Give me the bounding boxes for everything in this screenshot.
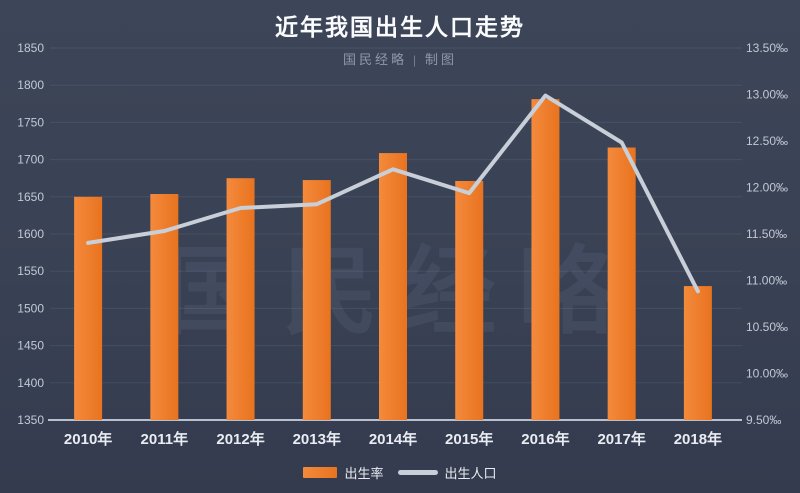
x-label-2014年: 2014年 bbox=[369, 430, 417, 448]
left-axis-tick-label: 1750 bbox=[17, 115, 44, 129]
x-label-2010年: 2010年 bbox=[64, 430, 112, 448]
right-axis-tick-label: 12.00‰ bbox=[746, 181, 788, 195]
right-axis-tick-label: 11.00‰ bbox=[746, 274, 787, 288]
bar-2012年 bbox=[226, 178, 255, 420]
right-axis-tick-label: 11.50‰ bbox=[746, 227, 787, 241]
right-axis-tick-label: 9.50‰ bbox=[746, 413, 781, 427]
bar-2018年 bbox=[683, 286, 712, 420]
x-label-2015年: 2015年 bbox=[445, 430, 493, 448]
x-label-2017年: 2017年 bbox=[597, 430, 645, 448]
x-label-2013年: 2013年 bbox=[293, 430, 341, 448]
left-axis-tick-label: 1350 bbox=[17, 413, 44, 427]
legend-line-swatch-icon bbox=[397, 470, 438, 475]
right-axis-tick-label: 10.50‰ bbox=[746, 320, 788, 334]
right-axis-tick-label: 13.50‰ bbox=[746, 41, 788, 55]
legend: 出生率 出生人口 bbox=[0, 463, 800, 482]
legend-label: 出生人口 bbox=[444, 466, 497, 481]
left-axis-tick-label: 1450 bbox=[17, 339, 44, 353]
left-axis-tick-label: 1700 bbox=[17, 153, 44, 167]
x-label-2012年: 2012年 bbox=[216, 430, 264, 448]
bar-2015年 bbox=[455, 180, 484, 420]
bar-2010年 bbox=[74, 196, 103, 420]
left-axis-tick-label: 1550 bbox=[17, 264, 44, 278]
bar-2014年 bbox=[379, 153, 407, 420]
left-axis-tick-label: 1650 bbox=[17, 190, 44, 204]
chart-subtitle: 国民经略 | 制图 bbox=[342, 52, 458, 67]
right-axis-tick-label: 13.00‰ bbox=[746, 88, 788, 102]
left-axis-tick-label: 1850 bbox=[17, 41, 44, 55]
left-axis-tick-label: 1500 bbox=[17, 301, 44, 315]
x-label-2016年: 2016年 bbox=[521, 430, 569, 448]
right-axis-tick-label: 10.00‰ bbox=[746, 367, 788, 381]
x-label-2018年: 2018年 bbox=[674, 430, 722, 448]
legend-item-birth-population: 出生人口 bbox=[397, 463, 497, 482]
chart-title: 近年我国出生人口走势 bbox=[275, 14, 525, 40]
legend-label: 出生率 bbox=[344, 466, 384, 481]
bar-2017年 bbox=[607, 147, 636, 420]
left-axis-tick-label: 1800 bbox=[17, 78, 44, 92]
population-line bbox=[86, 93, 700, 294]
left-axis-tick-label: 1400 bbox=[17, 376, 44, 390]
x-label-2011年: 2011年 bbox=[141, 430, 189, 448]
left-axis-tick-label: 1600 bbox=[17, 227, 44, 241]
bar-2013年 bbox=[302, 180, 331, 420]
bar-2016年 bbox=[531, 99, 560, 421]
chart-header: 近年我国出生人口走势 国民经略 | 制图 bbox=[0, 0, 800, 68]
right-axis-tick-label: 12.50‰ bbox=[746, 134, 788, 148]
legend-bar-swatch-icon bbox=[303, 467, 338, 478]
legend-item-birth-rate: 出生率 bbox=[303, 463, 384, 482]
